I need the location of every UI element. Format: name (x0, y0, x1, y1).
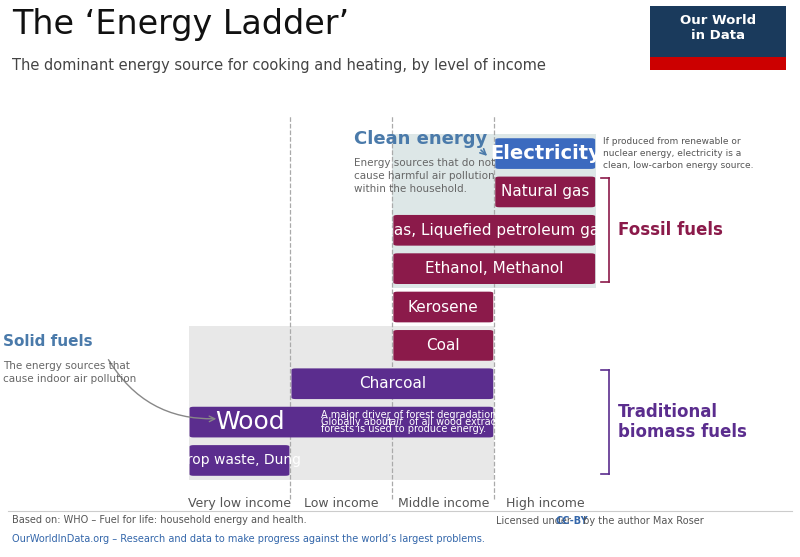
Text: OurWorldInData.org – Research and data to make progress against the world’s larg: OurWorldInData.org – Research and data t… (12, 534, 485, 544)
FancyBboxPatch shape (495, 177, 595, 207)
FancyBboxPatch shape (291, 368, 494, 399)
Text: Kerosene: Kerosene (408, 300, 478, 315)
Text: Very low income: Very low income (188, 497, 291, 510)
Text: of all wood extracted from: of all wood extracted from (406, 417, 538, 427)
Text: by the author Max Roser: by the author Max Roser (580, 516, 704, 526)
Text: Fossil fuels: Fossil fuels (618, 221, 722, 240)
Text: Globally about: Globally about (321, 417, 395, 427)
Text: Clean energy: Clean energy (354, 130, 487, 148)
Text: Energy sources that do not
cause harmful air pollution
within the household.: Energy sources that do not cause harmful… (354, 158, 494, 194)
Text: The ‘Energy Ladder’: The ‘Energy Ladder’ (12, 8, 349, 41)
Text: The energy sources that
cause indoor air pollution: The energy sources that cause indoor air… (3, 361, 136, 384)
Text: Natural gas: Natural gas (501, 184, 590, 199)
Text: Our World
in Data: Our World in Data (679, 14, 756, 42)
Text: Crop waste, Dung: Crop waste, Dung (178, 453, 302, 467)
Text: High income: High income (506, 497, 585, 510)
Bar (650, 57, 786, 70)
Text: Coal: Coal (426, 338, 460, 353)
FancyBboxPatch shape (394, 330, 494, 361)
Text: half: half (384, 417, 402, 427)
Text: Licensed under: Licensed under (496, 516, 574, 526)
Text: Solid fuels: Solid fuels (3, 334, 93, 349)
Text: Wood: Wood (215, 410, 285, 434)
Text: Traditional
biomass fuels: Traditional biomass fuels (618, 403, 746, 442)
Text: Middle income: Middle income (398, 497, 489, 510)
FancyBboxPatch shape (190, 407, 494, 437)
FancyBboxPatch shape (394, 292, 494, 323)
Text: If produced from renewable or
nuclear energy, electricity is a
clean, low-carbon: If produced from renewable or nuclear en… (603, 137, 754, 170)
FancyBboxPatch shape (495, 138, 595, 169)
FancyBboxPatch shape (190, 445, 290, 476)
Bar (392, 134, 596, 288)
FancyBboxPatch shape (394, 215, 595, 246)
Text: Low income: Low income (304, 497, 378, 510)
Text: Electricity: Electricity (490, 144, 601, 163)
Text: Ethanol, Methanol: Ethanol, Methanol (425, 261, 563, 276)
Text: CC-BY: CC-BY (556, 516, 589, 526)
Text: forests is used to produce energy.: forests is used to produce energy. (321, 424, 486, 434)
Text: Gas, Liquefied petroleum gas: Gas, Liquefied petroleum gas (382, 223, 607, 238)
Bar (189, 326, 494, 480)
FancyBboxPatch shape (394, 253, 595, 284)
Text: Charcoal: Charcoal (358, 376, 426, 391)
Text: The dominant energy source for cooking and heating, by level of income: The dominant energy source for cooking a… (12, 58, 546, 74)
Text: A major driver of forest degradation.: A major driver of forest degradation. (321, 410, 499, 420)
Text: Based on: WHO – Fuel for life: household energy and health.: Based on: WHO – Fuel for life: household… (12, 515, 306, 525)
